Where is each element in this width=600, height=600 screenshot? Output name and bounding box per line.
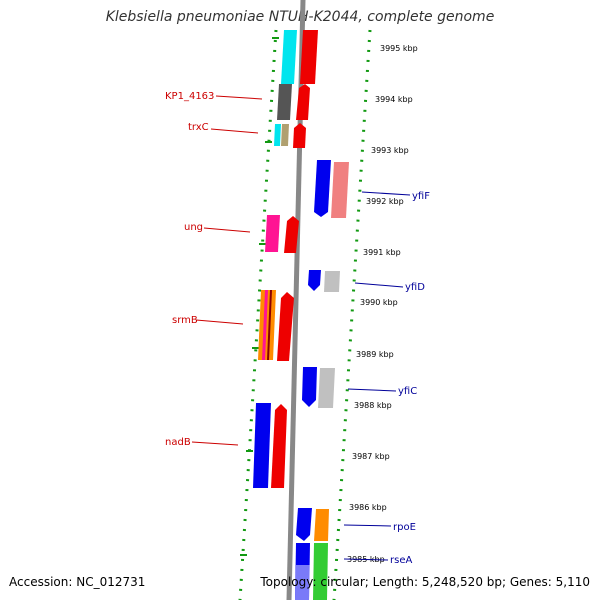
gene-label-trxc: trxC (188, 122, 209, 133)
topology-text: Topology: circular; Length: 5,248,520 bp… (260, 575, 590, 589)
gene-label-nadb: nadB (165, 437, 191, 448)
gene-yfid-gray (324, 271, 340, 292)
gene-label-ung: ung (184, 222, 203, 233)
gene-yfic-gray (318, 368, 335, 408)
tick-label: 3991 kbp (363, 248, 401, 257)
gene-yfif-blue-arrow (314, 160, 331, 217)
gene-nadb-red-arrow (271, 404, 287, 488)
left-tick-dashes (240, 37, 279, 556)
gene-nadb-blue (253, 403, 271, 488)
gene-yfif-pink (331, 162, 349, 218)
gene-label-yfid: yfiD (405, 282, 425, 293)
gene-rsea-green (313, 543, 328, 600)
tick-label: 3992 kbp (366, 197, 404, 206)
gene-trxc-cyan (274, 124, 281, 146)
gene-yfic-blue-arrow (302, 367, 317, 407)
gene-top-cyan (281, 30, 297, 84)
label-leader-trxc (210, 128, 259, 134)
label-leader-rsea (343, 558, 389, 561)
tick-label: 3986 kbp (349, 503, 387, 512)
tick-label: 3994 kbp (375, 95, 413, 104)
tick-label: 3988 kbp (354, 401, 392, 410)
gene-srmb-stripe1 (262, 290, 268, 360)
gene-srmb-multicolor (258, 290, 276, 360)
gene-srmb-stripe2 (267, 290, 272, 360)
gene-kp1-4163-red-arrow (296, 84, 310, 120)
gene-label-rsea: rseA (390, 555, 412, 566)
gene-label-kp1-4163: KP1_4163 (165, 91, 214, 102)
gene-bottom-pale (295, 565, 310, 600)
right-gene-labels: yfiF yfiD yfiC rpoE rseA (343, 191, 430, 566)
gene-kp1-4163-gray (277, 84, 292, 120)
gene-label-yfic: yfiC (398, 386, 417, 397)
gene-ung-red-arrow (284, 216, 299, 253)
tick-label: 3989 kbp (356, 350, 394, 359)
gene-top-red (300, 30, 318, 84)
label-leader-nadb (191, 441, 239, 446)
tick-label: 3990 kbp (360, 298, 398, 307)
gene-ung-magenta (265, 215, 280, 252)
gene-label-srmb: srmB (172, 315, 198, 326)
right-dotted-guide (332, 29, 372, 600)
label-leader-yfid (354, 282, 404, 288)
gene-rpoe-blue-arrow (296, 508, 312, 541)
label-leader-kp1-4163 (215, 95, 263, 100)
accession-text: Accession: NC_012731 (9, 575, 146, 589)
gene-rpoe-orange (314, 509, 329, 541)
label-leader-rpoe (343, 524, 392, 527)
label-leader-srmb (195, 319, 244, 325)
gene-trxc-red-arrow (293, 123, 306, 148)
left-gene-labels: KP1_4163 trxC ung srmB nadB (165, 91, 263, 448)
gene-label-rpoe: rpoE (393, 522, 416, 533)
label-leader-yfic (347, 388, 397, 392)
genome-title: Klebsiella pneumoniae NTUH-K2044, comple… (105, 9, 495, 25)
tick-label: 3993 kbp (371, 146, 409, 155)
gene-yfid-blue-arrow (308, 270, 321, 291)
tick-label: 3995 kbp (380, 44, 418, 53)
kbp-tick-labels: 3995 kbp 3994 kbp 3993 kbp 3992 kbp 3991… (347, 44, 418, 564)
label-leader-yfif (361, 191, 411, 196)
tick-label: 3987 kbp (352, 452, 390, 461)
gene-trxc-olive (281, 124, 289, 146)
gene-srmb-red-arrow (277, 292, 294, 361)
label-leader-ung (203, 227, 251, 233)
gene-label-yfif: yfiF (412, 191, 430, 202)
